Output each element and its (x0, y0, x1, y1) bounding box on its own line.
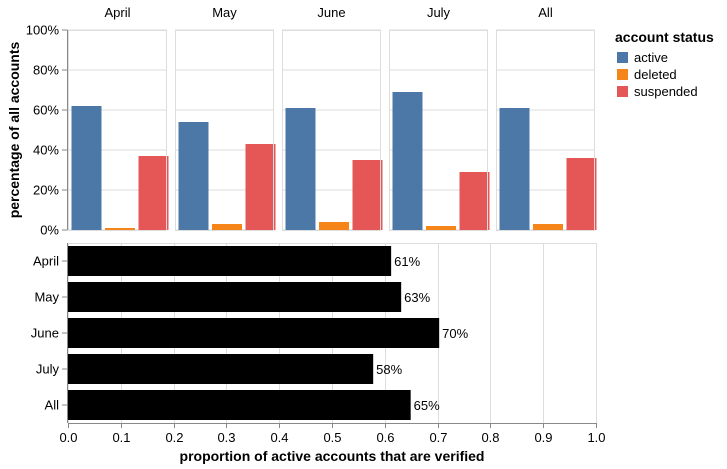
bar-active-may (178, 122, 209, 230)
data-label: 65% (414, 398, 440, 413)
facet-frame (282, 30, 381, 231)
facet-panel-july: July (389, 5, 490, 231)
x-tick-label: 0.5 (323, 430, 341, 445)
y-axis-title: percentage of all accounts (6, 41, 22, 218)
legend-label-active: active (634, 50, 668, 65)
y-tick-label: 40% (33, 143, 59, 158)
legend-label-suspended: suspended (634, 84, 698, 99)
facet-panel-may: May (175, 5, 276, 231)
bar-verified-june (68, 318, 440, 348)
bar-active-june (285, 108, 316, 230)
facet-header: June (317, 5, 345, 20)
data-label: 63% (404, 290, 430, 305)
y-tick-label: 20% (33, 183, 59, 198)
legend-swatch-active (617, 52, 628, 63)
bar-suspended-all (566, 158, 597, 230)
facet-header: April (104, 5, 130, 20)
x-tick-label: 0.6 (376, 430, 394, 445)
bar-verified-april (68, 246, 392, 276)
x-tick-label: 0.4 (270, 430, 288, 445)
facet-header: May (212, 5, 237, 20)
x-tick-label: 0.9 (534, 430, 552, 445)
y-tick-label: 0% (40, 223, 59, 238)
x-tick-label: 0.2 (165, 430, 183, 445)
bar-suspended-june (352, 160, 383, 230)
x-tick-label: 0.3 (217, 430, 235, 445)
bar-deleted-june (319, 222, 349, 230)
legend-swatch-deleted (617, 69, 628, 80)
y-tick-label: May (34, 290, 59, 305)
facet-frame (68, 30, 167, 231)
y-tick-label: June (31, 326, 59, 341)
facet-header: July (427, 5, 451, 20)
bar-active-all (499, 108, 530, 230)
facet-panel-june: June (282, 5, 383, 231)
facet-frame (175, 30, 274, 231)
bar-deleted-all (533, 224, 563, 230)
data-label: 61% (394, 254, 420, 269)
x-tick-label: 0.7 (429, 430, 447, 445)
facet-header: All (538, 5, 553, 20)
bar-verified-july (68, 354, 374, 384)
data-label: 70% (442, 326, 468, 341)
bar-suspended-april (138, 156, 169, 230)
legend-swatch-suspended (617, 86, 628, 97)
bar-deleted-july (426, 226, 456, 230)
y-tick-label: April (33, 254, 59, 269)
x-axis-title: proportion of active accounts that are v… (180, 448, 485, 464)
bar-suspended-may (245, 144, 276, 230)
facet-panel-april: April (68, 5, 169, 231)
legend-label-deleted: deleted (634, 67, 677, 82)
bar-verified-may (68, 282, 402, 312)
y-tick-label: 60% (33, 103, 59, 118)
bar-suspended-july (459, 172, 490, 230)
data-label: 58% (376, 362, 402, 377)
x-tick-label: 1.0 (587, 430, 605, 445)
bar-deleted-april (105, 228, 135, 230)
legend: account status active deleted suspended (615, 29, 714, 99)
y-axis-percentage: 0% 20% 40% 60% 80% 100% percentage of all acco… (6, 23, 68, 238)
bar-verified-all (68, 390, 411, 420)
bar-active-april (71, 106, 102, 230)
x-tick-label: 0.1 (112, 430, 130, 445)
verified-bar-chart: 61% April 63% May 70% June 58% July 65% All 0.0 0.1… (31, 243, 606, 464)
x-tick-label: 0.8 (481, 430, 499, 445)
y-tick-label: July (36, 362, 60, 377)
y-tick-label: All (45, 398, 60, 413)
legend-title: account status (615, 29, 714, 45)
bar-active-july (392, 92, 423, 230)
facet-frame (496, 30, 595, 231)
facet-frame (389, 30, 488, 231)
y-tick-label: 80% (33, 63, 59, 78)
x-tick-label: 0.0 (59, 430, 77, 445)
bar-deleted-may (212, 224, 242, 230)
facet-panel-all: All (496, 5, 597, 231)
y-tick-label: 100% (26, 23, 60, 38)
